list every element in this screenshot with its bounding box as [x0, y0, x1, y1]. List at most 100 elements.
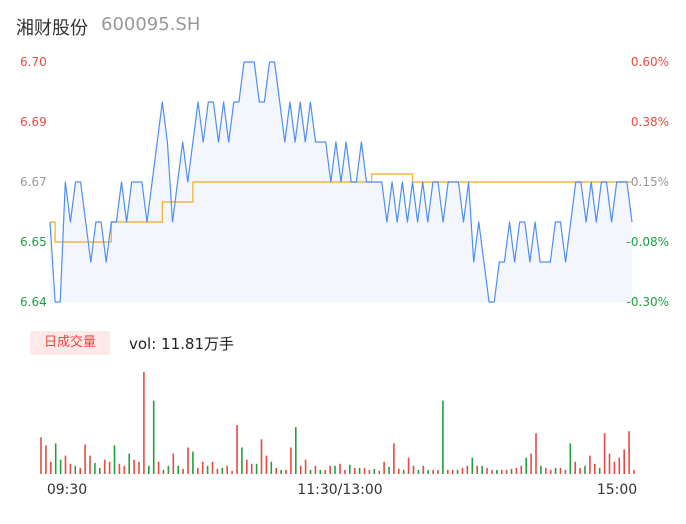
volume-bar [353, 467, 356, 474]
volume-bar [236, 425, 238, 474]
volume-bar [167, 465, 170, 474]
volume-bar [314, 465, 317, 474]
volume-bar [138, 461, 140, 474]
y-tick-label: 6.69 [20, 115, 47, 129]
volume-bar [99, 467, 101, 474]
volume-bar [603, 433, 606, 474]
volume-bar [201, 461, 204, 474]
volume-bar [54, 443, 57, 474]
volume-bar [598, 467, 601, 474]
price-line [49, 61, 633, 303]
volume-bar [197, 467, 199, 474]
volume-bar [231, 470, 233, 474]
volume-bar [152, 400, 155, 474]
volume-bar [192, 451, 194, 474]
volume-bar [569, 443, 572, 474]
volume-bar [260, 439, 263, 474]
volume-bar [157, 461, 160, 474]
y-pct-tick-label: 0.15% [631, 175, 669, 189]
volume-bar [564, 469, 567, 474]
volume-bar [285, 469, 287, 474]
volume-bar [530, 453, 532, 474]
volume-bar [339, 463, 341, 474]
y-tick-label: 6.70 [20, 55, 47, 69]
volume-bar [241, 447, 243, 474]
volume-bar [45, 445, 47, 474]
volume-bar [50, 461, 52, 474]
x-tick-label: 15:00 [597, 482, 637, 498]
volume-bar [358, 467, 361, 474]
volume-bar [491, 469, 493, 474]
volume-bar [108, 461, 111, 474]
stock-code: 600095.SH [101, 14, 201, 35]
volume-bar [427, 469, 429, 474]
volume-value-label: vol: 11.81万手 [129, 335, 234, 353]
volume-bar [613, 461, 616, 474]
volume-bar [255, 463, 258, 474]
volume-bar [148, 465, 150, 474]
volume-bar [383, 461, 385, 474]
volume-bar [69, 463, 72, 474]
volume-bar [496, 469, 498, 474]
volume-bar [618, 457, 621, 474]
volume-bar [549, 469, 552, 474]
volume-bar [177, 465, 179, 474]
volume-bar [422, 465, 425, 474]
volume-bar [407, 457, 410, 474]
volume-bar [545, 467, 547, 474]
volume-bar [250, 463, 253, 474]
volume-bar [535, 433, 537, 474]
volume-bar [540, 465, 542, 474]
volume-bar [206, 465, 209, 474]
stock-name: 湘财股份 [16, 18, 88, 39]
volume-bar [133, 459, 135, 474]
volume-bar [40, 437, 42, 474]
x-tick-label: 09:30 [47, 482, 87, 498]
volume-bar [608, 453, 611, 474]
average-price-line [50, 173, 632, 243]
volume-bar [182, 468, 184, 474]
volume-bar [64, 455, 67, 474]
volume-bar [437, 469, 439, 474]
volume-bar [471, 457, 474, 474]
volume-bar [309, 469, 312, 474]
volume-bar [246, 459, 248, 474]
volume-bar [324, 469, 326, 474]
volume-bar [128, 453, 130, 474]
volume-bar [265, 455, 268, 474]
volume-bar [103, 459, 106, 474]
volume-bar [187, 447, 189, 474]
volume-bar [280, 469, 282, 474]
volume-bar [295, 427, 297, 474]
volume-bar [505, 469, 508, 474]
volume-bar [368, 469, 371, 474]
volume-bar [594, 463, 596, 474]
volume-bar [304, 459, 307, 474]
volume-bar [373, 468, 376, 474]
volume-bar [270, 461, 273, 474]
x-tick-label: 11:30/13:00 [297, 482, 382, 498]
volume-bar [412, 465, 415, 474]
y-tick-label: 6.67 [20, 175, 47, 189]
volume-bar [398, 468, 400, 474]
y-pct-tick-label: 0.60% [631, 55, 669, 69]
volume-bar [628, 431, 630, 474]
volume-bar [221, 467, 224, 474]
volume-bar [162, 469, 165, 474]
volume-bar [118, 463, 121, 474]
volume-bar [79, 467, 81, 474]
volume-bar [89, 455, 91, 474]
volume-bar [584, 465, 586, 474]
volume-bar [329, 465, 331, 474]
volume-bar [623, 449, 625, 474]
volume-bar [574, 461, 576, 474]
volume-bar [275, 467, 277, 474]
volume-bar [378, 470, 380, 474]
volume-bar [589, 455, 591, 474]
volume-bar [515, 467, 518, 474]
volume-bar [334, 465, 336, 474]
volume-bar [299, 465, 302, 474]
volume-bar [226, 465, 228, 474]
volume-bar [143, 372, 145, 474]
